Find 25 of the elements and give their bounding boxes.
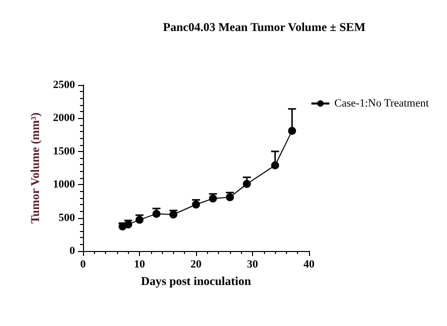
x-axis-title: Days post inoculation	[140, 274, 252, 288]
point	[288, 126, 296, 135]
x-tick-label: 30	[247, 258, 258, 270]
point	[208, 194, 217, 203]
x-tick-label: 40	[304, 258, 315, 270]
y-tick-label: 2000	[53, 112, 76, 124]
x-tick-label: 0	[80, 258, 86, 270]
chart-title: Panc04.03 Mean Tumor Volume ± SEM	[163, 20, 366, 34]
point	[152, 210, 160, 218]
x-tick-label: 20	[190, 258, 202, 270]
y-tick-label: 1500	[53, 145, 76, 158]
point	[242, 180, 251, 188]
y-tick-label: 2500	[53, 79, 76, 91]
point	[124, 220, 132, 228]
y-tick-label: 500	[58, 212, 76, 224]
point	[192, 200, 200, 209]
point	[169, 210, 178, 218]
point	[271, 161, 280, 170]
y-axis-title: Tumor Volume (mm³)	[28, 112, 42, 224]
x-tick-label: 10	[134, 258, 146, 270]
legend-label: Case-1:No Treatment	[334, 98, 429, 110]
y-tick-label: 0	[70, 245, 76, 257]
y-tick-label: 1000	[53, 178, 76, 191]
point	[136, 216, 144, 224]
point	[226, 193, 234, 202]
